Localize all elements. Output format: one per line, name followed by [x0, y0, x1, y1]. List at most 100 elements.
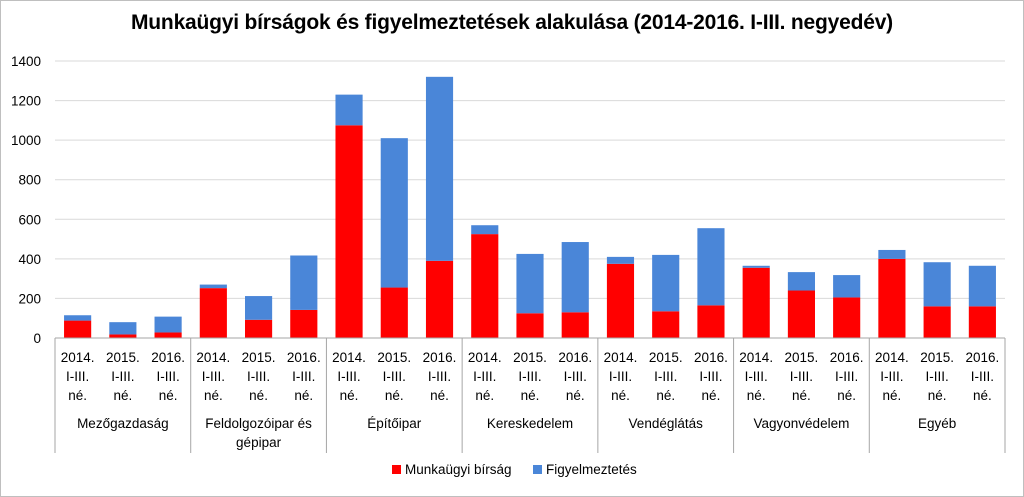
group-label-line: Feldolgozóipar és	[205, 416, 312, 431]
period-label-line: 2014.	[739, 350, 773, 365]
bar-figyelmeztetes	[290, 255, 318, 310]
period-label-line: I-III.	[609, 369, 632, 384]
bar-figyelmeztetes	[697, 228, 725, 306]
period-label-line: I-III.	[654, 369, 677, 384]
period-label-line: 2014.	[468, 350, 502, 365]
legend-label-figyelmeztetes: Figyelmeztetés	[546, 462, 637, 477]
period-label-line: né.	[521, 388, 540, 403]
period-label-line: 2015.	[785, 350, 819, 365]
y-tick-label: 200	[18, 291, 41, 306]
period-label-line: 2016.	[423, 350, 457, 365]
period-label-line: né.	[249, 388, 268, 403]
bar-munkaugyi-birsag	[380, 287, 408, 338]
period-label: 2015. I-III. né.	[242, 350, 276, 403]
y-tick-label: 400	[18, 252, 41, 267]
bar-figyelmeztetes	[425, 76, 454, 261]
group-label: Mezőgazdaság	[77, 416, 169, 431]
period-label-line: né.	[928, 388, 947, 403]
period-label: 2014. I-III. né.	[739, 350, 773, 403]
bar-munkaugyi-birsag	[968, 306, 996, 338]
group-label-line: Építőipar	[367, 416, 422, 431]
period-label: 2015. I-III. né.	[649, 350, 683, 403]
bar-figyelmeztetes	[833, 275, 861, 298]
period-label: 2015. I-III. né.	[920, 350, 954, 403]
period-label: 2014. I-III. né.	[468, 350, 502, 403]
bar-figyelmeztetes	[652, 254, 680, 312]
period-label: 2016. I-III. né.	[287, 350, 321, 403]
y-tick-label: 0	[33, 331, 41, 346]
period-label-line: 2014.	[196, 350, 230, 365]
bar-munkaugyi-birsag	[64, 320, 92, 338]
period-label: 2016. I-III. né.	[423, 350, 457, 403]
period-label-line: I-III.	[790, 369, 813, 384]
bar-munkaugyi-birsag	[425, 260, 454, 338]
period-label-line: I-III.	[383, 369, 406, 384]
period-label-line: né.	[973, 388, 992, 403]
period-label-line: I-III.	[518, 369, 541, 384]
period-label-line: né.	[294, 388, 313, 403]
group-label-line: Vagyonvédelem	[754, 416, 850, 431]
bar-munkaugyi-birsag	[245, 319, 273, 338]
group-label-line: Egyéb	[918, 416, 956, 431]
bar-munkaugyi-birsag	[154, 332, 182, 338]
period-label-line: 2015.	[649, 350, 683, 365]
period-label-line: né.	[837, 388, 856, 403]
period-label-line: né.	[566, 388, 585, 403]
period-label: 2016. I-III. né.	[151, 350, 185, 403]
period-label-line: I-III.	[66, 369, 89, 384]
bar-figyelmeztetes	[923, 262, 951, 307]
period-label-line: né.	[159, 388, 178, 403]
period-label: 2016. I-III. né.	[965, 350, 999, 403]
period-label-line: I-III.	[292, 369, 315, 384]
period-label-line: 2014.	[61, 350, 95, 365]
bar-figyelmeztetes	[380, 138, 408, 288]
period-label: 2014. I-III. né.	[61, 350, 95, 403]
period-label-line: 2015.	[377, 350, 411, 365]
bar-munkaugyi-birsag	[516, 313, 544, 338]
bar-munkaugyi-birsag	[697, 305, 725, 338]
period-label-line: 2015.	[513, 350, 547, 365]
period-label-line: né.	[611, 388, 630, 403]
bar-munkaugyi-birsag	[335, 125, 363, 338]
bar-munkaugyi-birsag	[787, 290, 815, 338]
period-label-line: 2016.	[287, 350, 321, 365]
bar-figyelmeztetes	[606, 256, 635, 264]
period-label-line: I-III.	[745, 369, 768, 384]
period-label-line: né.	[204, 388, 223, 403]
bar-munkaugyi-birsag	[833, 297, 861, 338]
y-axis: 0 200 400 600 800 1000 1200 1400	[11, 54, 41, 346]
period-label-line: I-III.	[835, 369, 858, 384]
period-label-line: 2016.	[558, 350, 592, 365]
period-label: 2014. I-III. né.	[332, 350, 366, 403]
period-label-line: I-III.	[473, 369, 496, 384]
group-label-line: gépipar	[236, 435, 282, 450]
period-label-line: I-III.	[428, 369, 451, 384]
bar-munkaugyi-birsag	[199, 288, 227, 338]
period-label-line: I-III.	[156, 369, 179, 384]
bar-figyelmeztetes	[109, 322, 137, 335]
period-label-line: né.	[792, 388, 811, 403]
group-label: Vagyonvédelem	[754, 416, 850, 431]
period-label: 2014. I-III. né.	[875, 350, 909, 403]
period-label-line: I-III.	[926, 369, 949, 384]
period-label-line: 2016.	[151, 350, 185, 365]
period-label: 2015. I-III. né.	[377, 350, 411, 403]
period-label: 2016. I-III. né.	[558, 350, 592, 403]
bar-munkaugyi-birsag	[923, 306, 951, 338]
bar-figyelmeztetes	[471, 225, 499, 235]
group-label: Feldolgozóipar és gépipar	[205, 416, 312, 450]
period-label-line: né.	[656, 388, 675, 403]
period-label: 2014. I-III. né.	[196, 350, 230, 403]
bar-figyelmeztetes	[878, 249, 906, 259]
y-tick-label: 1200	[11, 94, 41, 109]
group-label-line: Vendéglátás	[629, 416, 704, 431]
bar-munkaugyi-birsag	[290, 309, 318, 338]
period-label-line: I-III.	[880, 369, 903, 384]
period-label-line: né.	[113, 388, 132, 403]
bar-munkaugyi-birsag	[652, 311, 680, 338]
period-label-line: 2014.	[875, 350, 909, 365]
period-label-line: 2016.	[830, 350, 864, 365]
period-label-line: né.	[883, 388, 902, 403]
group-label-line: Mezőgazdaság	[77, 416, 169, 431]
